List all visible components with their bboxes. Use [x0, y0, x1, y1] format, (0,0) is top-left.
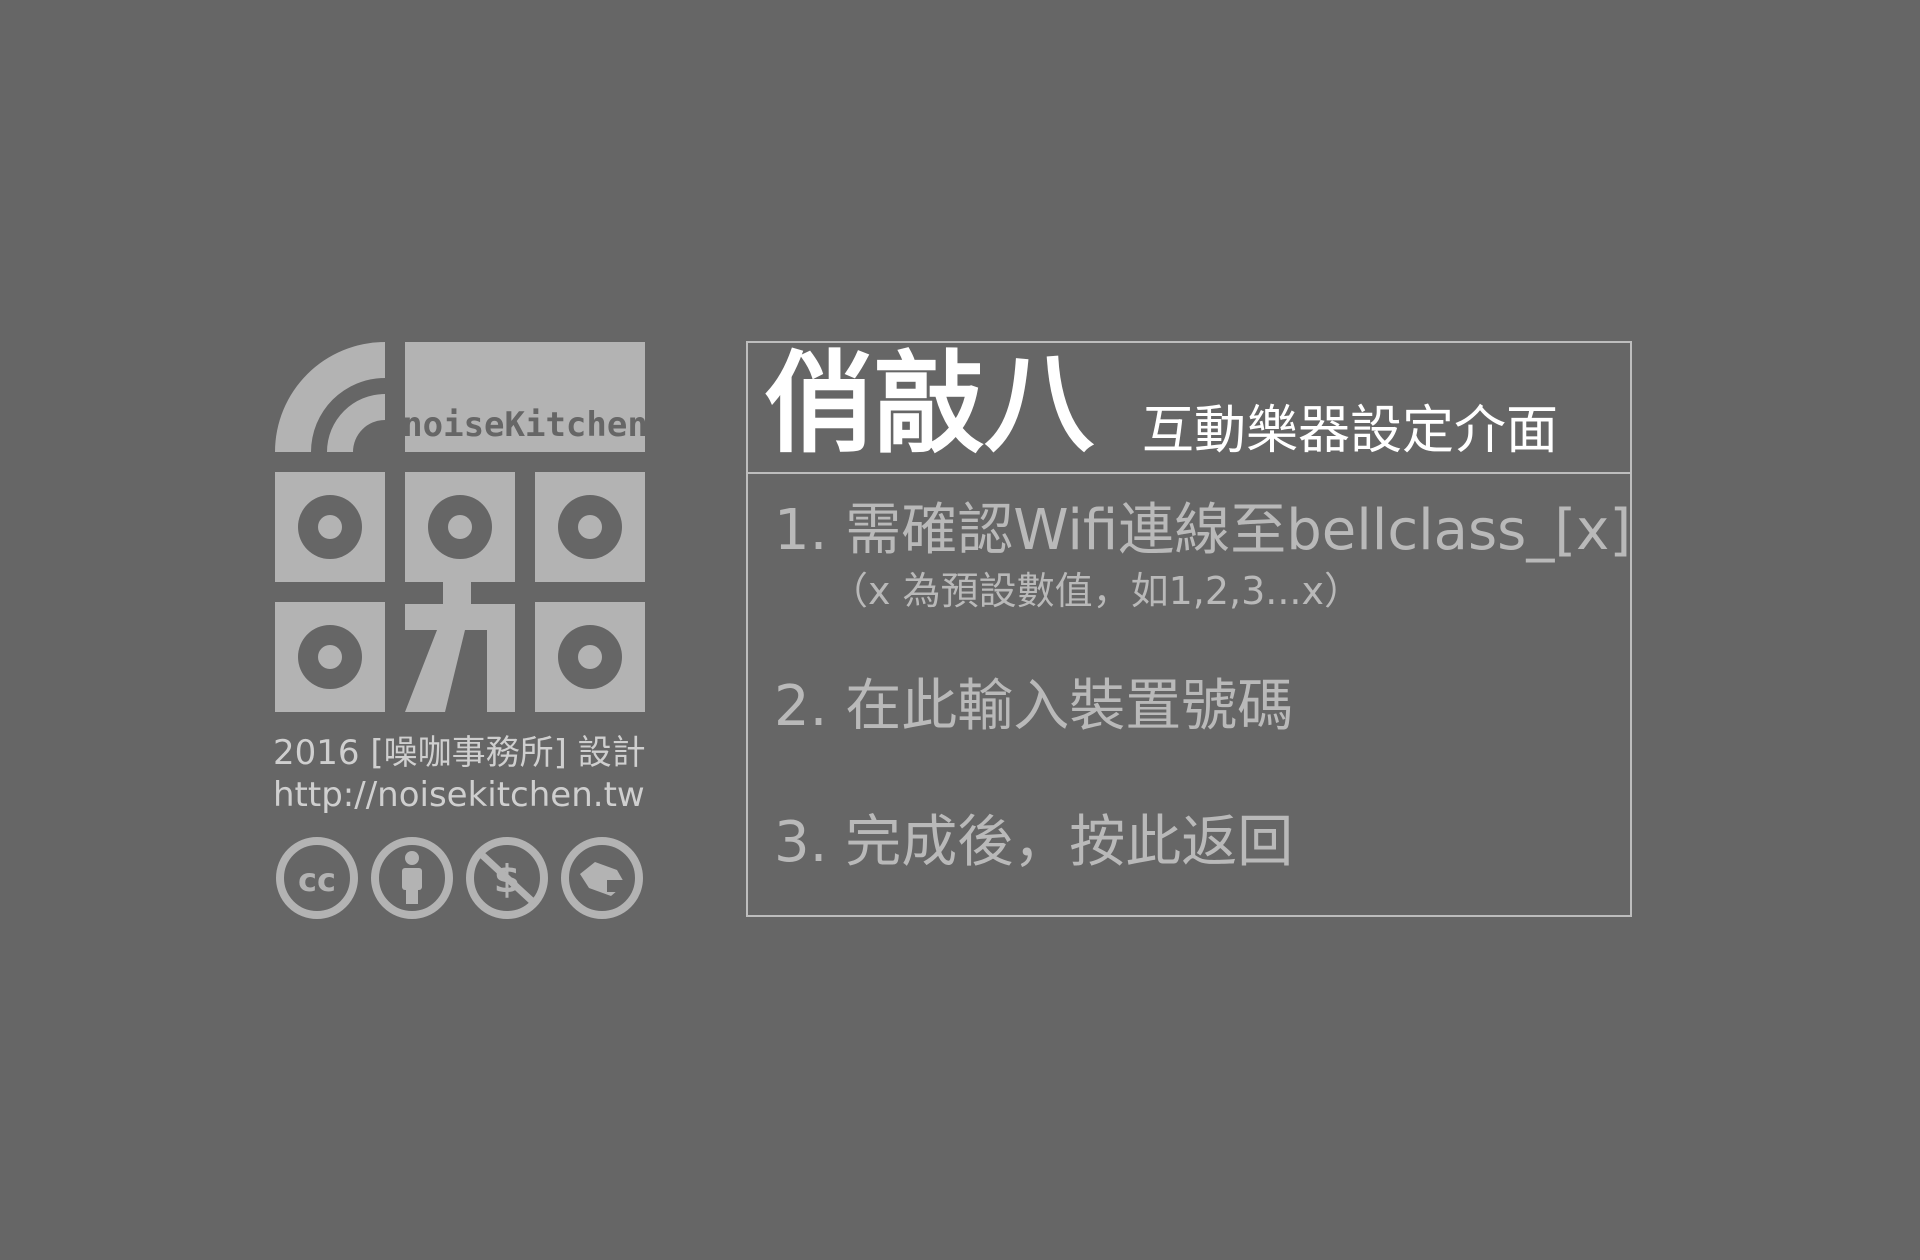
- cc-icon: cc: [276, 837, 358, 919]
- step-3-return-button[interactable]: 3. 完成後，按此返回: [774, 810, 1294, 875]
- app-title: 俏敲八: [764, 340, 1094, 468]
- logo-mark-icon: noiseKitchen: [275, 342, 645, 712]
- website-link[interactable]: http://noisekitchen.tw: [273, 775, 645, 815]
- step-1-wifi-instruction: 1. 需確認Wifi連線至bellclass_[x]: [774, 498, 1632, 563]
- license-icons: cc $: [275, 836, 645, 920]
- svg-text:cc: cc: [298, 861, 336, 899]
- panel-header: 俏敲八 互動樂器設定介面: [748, 343, 1630, 474]
- share-alike-icon: [561, 837, 643, 919]
- attribution-icon: [371, 837, 453, 919]
- step-1-note: （x 為預設數值，如1,2,3...x）: [830, 569, 1362, 613]
- app-subtitle: 互動樂器設定介面: [1142, 401, 1559, 461]
- settings-panel: 俏敲八 互動樂器設定介面 1. 需確認Wifi連線至bellclass_[x] …: [746, 341, 1632, 917]
- noisekitchen-logo: noiseKitchen: [275, 342, 645, 712]
- credit-line: 2016 [噪咖事務所] 設計: [273, 733, 646, 773]
- logo-wordmark: noiseKitchen: [402, 405, 645, 445]
- step-2-enter-device-number[interactable]: 2. 在此輸入裝置號碼: [774, 674, 1294, 739]
- noncommercial-icon: $: [466, 837, 548, 919]
